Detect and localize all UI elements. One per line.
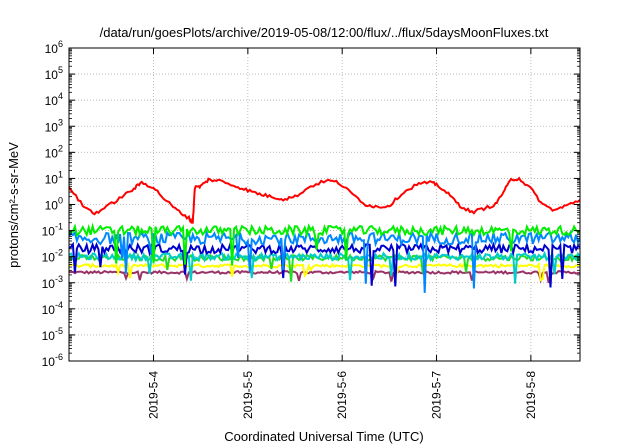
y-tick-label: 100 [45,196,63,213]
series-group [69,176,580,293]
x-tick-label: 2019-5-7 [430,371,444,419]
grid [69,48,580,361]
y-tick-label: 10-4 [42,300,63,317]
x-axis-ticks: 2019-5-4 2019-5-5 2019-5-6 2019-5-7 2019-5-8 [147,48,538,419]
y-tick-label: 10-6 [42,352,63,369]
y-tick-label: 104 [45,91,63,108]
y-axis-ticks: 10-6 10-5 10-4 10-3 10-2 10-1 100 101 102 103 104 1… [42,39,580,369]
x-tick-label: 2019-5-6 [335,371,349,419]
series-line [69,250,580,284]
y-tick-label: 10-2 [42,248,63,265]
series-line [69,176,580,224]
x-tick-label: 2019-5-4 [147,371,161,419]
series-line [69,229,580,293]
series-line [69,261,580,282]
y-tick-label: 10-3 [42,274,63,291]
y-tick-label: 106 [45,39,63,56]
chart-title: /data/run/goesPlots/archive/2019-05-08/1… [100,25,549,40]
y-tick-label: 105 [45,65,63,82]
series-line [69,222,580,266]
x-tick-label: 2019-5-5 [241,371,255,419]
x-tick-label: 2019-5-8 [524,371,538,419]
y-tick-label: 103 [45,117,63,134]
y-tick-label: 101 [45,169,63,186]
y-tick-label: 10-1 [42,222,63,239]
y-tick-label: 102 [45,143,63,160]
series-line [69,269,580,284]
y-axis-label: protons/cm²-s-sr-MeV [6,142,21,268]
x-axis-label: Coordinated Universal Time (UTC) [224,429,423,444]
y-tick-label: 10-5 [42,326,63,343]
